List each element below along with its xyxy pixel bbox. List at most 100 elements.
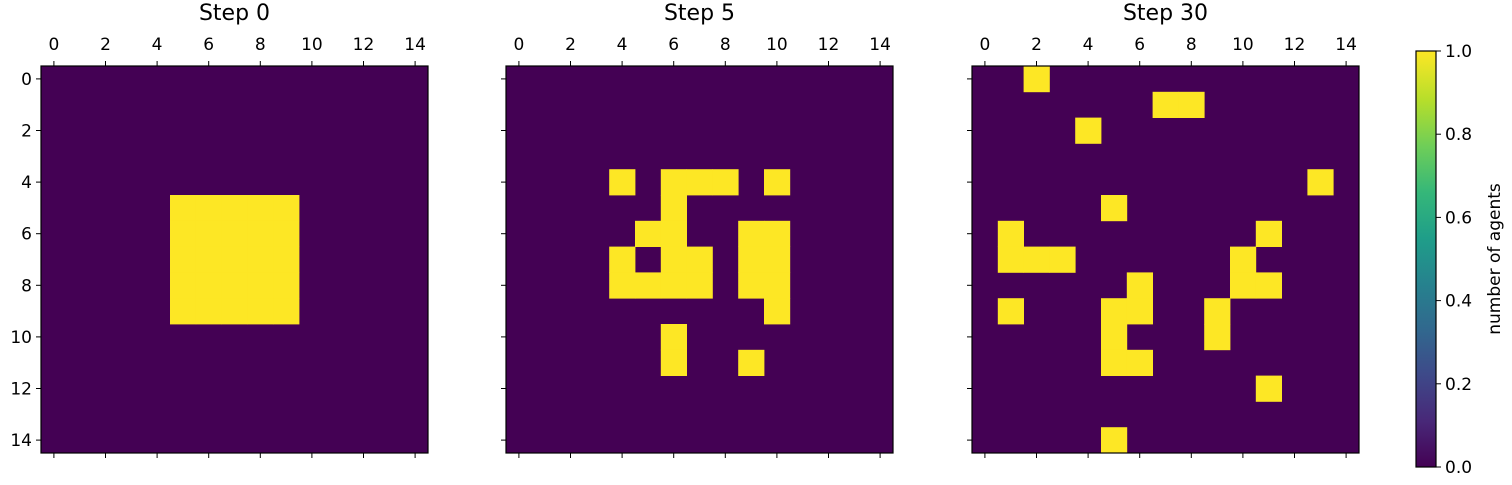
heatmap-cell <box>764 169 791 196</box>
panel-1: Step 5 0 2 4 6 8 10 12 14 <box>501 1 894 458</box>
colorbar: 0.0 0.2 0.4 0.6 0.8 1.0 number of agents <box>1415 42 1505 478</box>
heatmap-cell <box>1204 324 1231 351</box>
heatmap-cell <box>738 272 765 299</box>
y-tick-label: 8 <box>21 276 32 296</box>
heatmap-cell <box>660 349 687 376</box>
heatmap-cell <box>273 220 300 247</box>
heatmap-cell <box>1126 349 1153 376</box>
x-tick-label: 14 <box>869 35 891 55</box>
x-tick-label: 8 <box>255 35 266 55</box>
heatmap-cell <box>273 298 300 325</box>
x-tick-label: 4 <box>1083 35 1094 55</box>
heatmap-cell <box>1307 169 1334 196</box>
heatmap-cell <box>1152 91 1179 118</box>
heatmap-cell <box>170 246 197 273</box>
heatmap-cell <box>1101 349 1128 376</box>
x-tick-label: 0 <box>513 35 524 55</box>
heatmap-cell <box>997 220 1024 247</box>
heatmap-cell <box>247 272 274 299</box>
heatmap-cell <box>1049 246 1076 273</box>
heatmap-cell <box>170 220 197 247</box>
heatmap-cell <box>247 220 274 247</box>
heatmap-cell <box>1230 246 1257 273</box>
x-tick-label: 10 <box>1232 35 1254 55</box>
panel-0: Step 0 0 2 4 6 8 10 12 14 0 2 4 6 8 10 12 14 <box>10 1 429 458</box>
x-tick-label: 6 <box>203 35 214 55</box>
heatmap-cell <box>273 272 300 299</box>
heatmap-cell <box>660 246 687 273</box>
x-tick-label: 6 <box>668 35 679 55</box>
heatmap-cell <box>997 298 1024 325</box>
heatmap-cell <box>686 246 713 273</box>
panels: Step 0 0 2 4 6 8 10 12 14 0 2 4 6 8 10 12 14 Step 5 0 2 4 6 8 1… <box>10 1 1360 458</box>
colorbar-tick-label: 0.4 <box>1445 292 1472 312</box>
heatmap-cell <box>247 298 274 325</box>
heatmap-cell <box>247 195 274 222</box>
y-tick-label: 12 <box>10 380 32 400</box>
heatmap-cell <box>609 169 636 196</box>
colorbar-tick-label: 0.6 <box>1445 208 1472 228</box>
colorbar-tick-label: 1.0 <box>1445 42 1472 62</box>
heatmap-cell <box>635 272 662 299</box>
heatmap-cell <box>738 220 765 247</box>
x-tick-label: 2 <box>1031 35 1042 55</box>
heatmap-cell <box>686 272 713 299</box>
colorbar-frame <box>1415 50 1437 468</box>
heatmap-cell <box>1178 91 1205 118</box>
heatmap-cell <box>660 220 687 247</box>
heatmap-cell <box>764 298 791 325</box>
heatmap-cell <box>247 246 274 273</box>
heatmap-cell <box>1230 272 1257 299</box>
heatmap-cell <box>273 195 300 222</box>
heatmap-cell <box>1101 298 1128 325</box>
heatmap-cell <box>609 272 636 299</box>
heatmap-cell <box>1101 195 1128 222</box>
heatmap-cell <box>221 272 248 299</box>
axes-frame <box>505 65 894 454</box>
x-tick-label: 12 <box>818 35 840 55</box>
x-tick-label: 10 <box>766 35 788 55</box>
x-tick-label: 12 <box>353 35 375 55</box>
axes-frame <box>40 65 429 454</box>
y-tick-label: 4 <box>21 173 32 193</box>
x-tick-label: 0 <box>48 35 59 55</box>
heatmap-cell <box>195 272 222 299</box>
heatmap-cell <box>1101 427 1128 454</box>
y-tick-label: 10 <box>10 328 32 348</box>
heatmap-cell <box>1126 272 1153 299</box>
heatmap-cell <box>1204 298 1231 325</box>
heatmap-cell <box>170 298 197 325</box>
heatmap-cell <box>1023 66 1050 93</box>
x-tick-label: 10 <box>301 35 323 55</box>
panel-title: Step 0 <box>199 1 270 26</box>
heatmap-cell <box>660 169 687 196</box>
heatmap-cell <box>1101 324 1128 351</box>
x-tick-label: 8 <box>1186 35 1197 55</box>
x-tick-label: 2 <box>565 35 576 55</box>
heatmap-cell <box>195 246 222 273</box>
heatmap-cell <box>660 272 687 299</box>
heatmap-cell <box>170 272 197 299</box>
heatmap-cell <box>1255 272 1282 299</box>
x-tick-label: 8 <box>720 35 731 55</box>
y-tick-label: 0 <box>21 70 32 90</box>
x-tick-label: 12 <box>1284 35 1306 55</box>
x-tick-label: 6 <box>1134 35 1145 55</box>
heatmap-cell <box>221 195 248 222</box>
heatmap-cell <box>1075 117 1102 144</box>
heatmap-cell <box>195 220 222 247</box>
axes-frame <box>971 65 1360 454</box>
y-tick-label: 14 <box>10 431 32 451</box>
colorbar-tick-label: 0.0 <box>1445 458 1472 478</box>
x-tick-label: 0 <box>979 35 990 55</box>
heatmap-cell <box>764 272 791 299</box>
heatmap-cell <box>686 169 713 196</box>
colorbar-tick-label: 0.8 <box>1445 125 1472 145</box>
heatmap-cell <box>1023 246 1050 273</box>
heatmap-cell <box>221 220 248 247</box>
heatmap-cell <box>764 220 791 247</box>
heatmap-cell <box>635 220 662 247</box>
heatmap-cell <box>712 169 739 196</box>
heatmap-cell <box>764 246 791 273</box>
